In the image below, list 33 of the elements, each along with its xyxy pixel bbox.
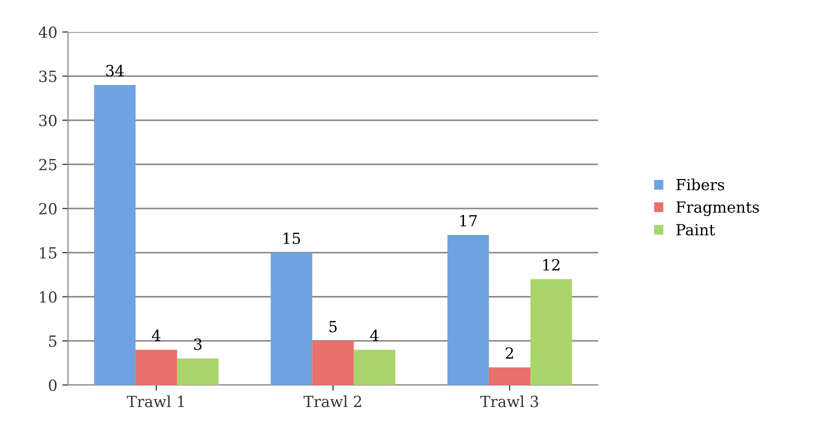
data-label: 3	[194, 338, 202, 350]
bar	[312, 340, 354, 385]
x-tick-label: Trawl 2	[304, 395, 362, 408]
y-tick-label: 10	[40, 291, 57, 303]
data-label: 5	[329, 321, 337, 332]
legend-label: Fragments	[676, 201, 759, 216]
bar	[177, 358, 219, 385]
y-tick-label: 35	[39, 70, 56, 82]
data-label: 4	[152, 330, 160, 341]
bar	[530, 279, 572, 385]
bar	[136, 350, 178, 385]
bar	[94, 84, 136, 385]
legend-label: Paint	[676, 224, 715, 236]
data-label: 2	[506, 347, 514, 359]
y-tick-label: 20	[39, 202, 57, 215]
y-tick-label: 0	[48, 379, 57, 392]
x-tick-label: Trawl 1	[126, 395, 184, 408]
data-label: 15	[284, 232, 300, 244]
x-tick-label: Trawl 3	[480, 395, 538, 408]
y-tick-label: 15	[40, 247, 56, 259]
y-tick-label: 30	[39, 114, 57, 126]
data-label: 17	[460, 214, 477, 226]
bar	[488, 367, 530, 385]
bar	[354, 350, 396, 385]
data-label: 4	[370, 330, 379, 341]
bar	[447, 234, 489, 385]
bar	[270, 252, 312, 385]
data-label: 34	[106, 64, 124, 76]
y-tick-label: 5	[49, 336, 56, 347]
y-tick-label: 25	[39, 158, 56, 170]
legend-label: Fibers	[676, 178, 724, 190]
data-label: 12	[543, 259, 560, 270]
y-tick-label: 40	[38, 26, 57, 38]
